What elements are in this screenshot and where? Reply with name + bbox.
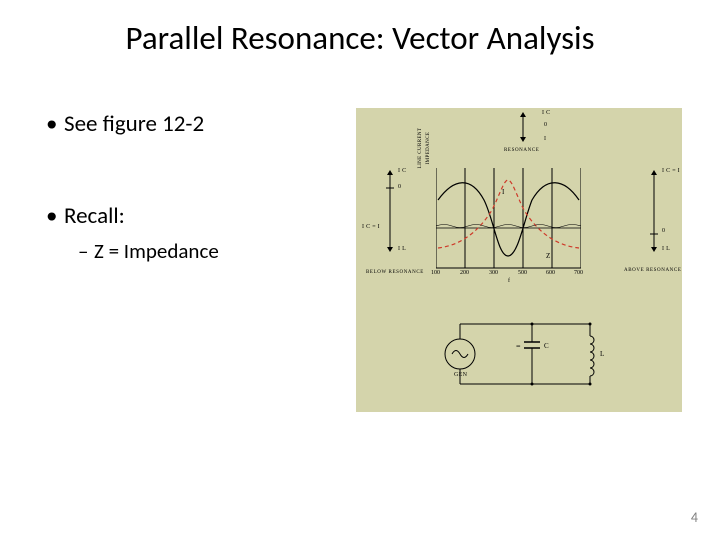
sub-bullet-1: –Z = Impedance [78,238,219,264]
vec-left-tick: 0 [398,184,401,190]
cap-label: C [544,342,549,350]
xlabel-f: f [508,278,510,284]
ylabel-left: LINE CURRENT [418,113,423,183]
xtick-2: 300 [489,270,498,276]
ind-label: L [600,350,605,358]
slide-title: Parallel Resonance: Vector Analysis [36,18,684,58]
resonance-label: RESONANCE [504,148,539,153]
vec-right-il: I L [662,246,670,252]
ylabel-right: IMPEDANCE [426,113,431,183]
vec-top-tick: 0 [544,122,547,128]
bullet-2-text: Recall: [64,202,125,230]
vec-left-eq: I C = I [362,224,380,230]
vec-top-label-i: I [544,136,546,142]
vec-top-label-ic: I C [542,110,550,116]
resonance-chart: I Z LINE CURRENT IMPEDANCE 100 200 300 5… [436,168,581,273]
bullet-1-text: See figure 12-2 [64,110,204,138]
vec-right-ic: I C = I [662,168,680,174]
vector-left [380,168,400,254]
curve-label-i: I [502,188,505,196]
xtick-3: 500 [518,270,527,276]
circuit-diagram: GEN C = L [440,314,610,394]
xtick-1: 200 [460,270,469,276]
below-res-label: BELOW RESONANCE [366,270,424,275]
vec-right-tick: 0 [662,228,665,234]
above-res-label: ABOVE RESONANCE [624,268,681,273]
bullet-item-2: •Recall: –Z = Impedance [46,202,219,264]
chart-svg [436,168,581,273]
page-number: 4 [691,509,698,526]
cap-sym: = [516,342,521,351]
gen-label: GEN [454,372,467,378]
xtick-5: 700 [574,270,583,276]
figure-12-2: I C 0 I RESONANCE I C 0 I C = I I L BELO… [356,108,682,412]
vector-top-center [508,110,538,144]
vector-right [644,168,664,254]
bullet-list: •See figure 12-2 •Recall: –Z = Impedance [46,110,219,264]
xtick-4: 600 [546,270,555,276]
sub-1-text: Z = Impedance [94,238,219,264]
vec-left-il: I L [398,246,406,252]
vec-left-ic: I C [398,168,406,174]
bullet-item-1: •See figure 12-2 [46,110,219,138]
xtick-0: 100 [431,270,440,276]
curve-label-z: Z [546,252,551,260]
circuit-svg [440,314,610,394]
